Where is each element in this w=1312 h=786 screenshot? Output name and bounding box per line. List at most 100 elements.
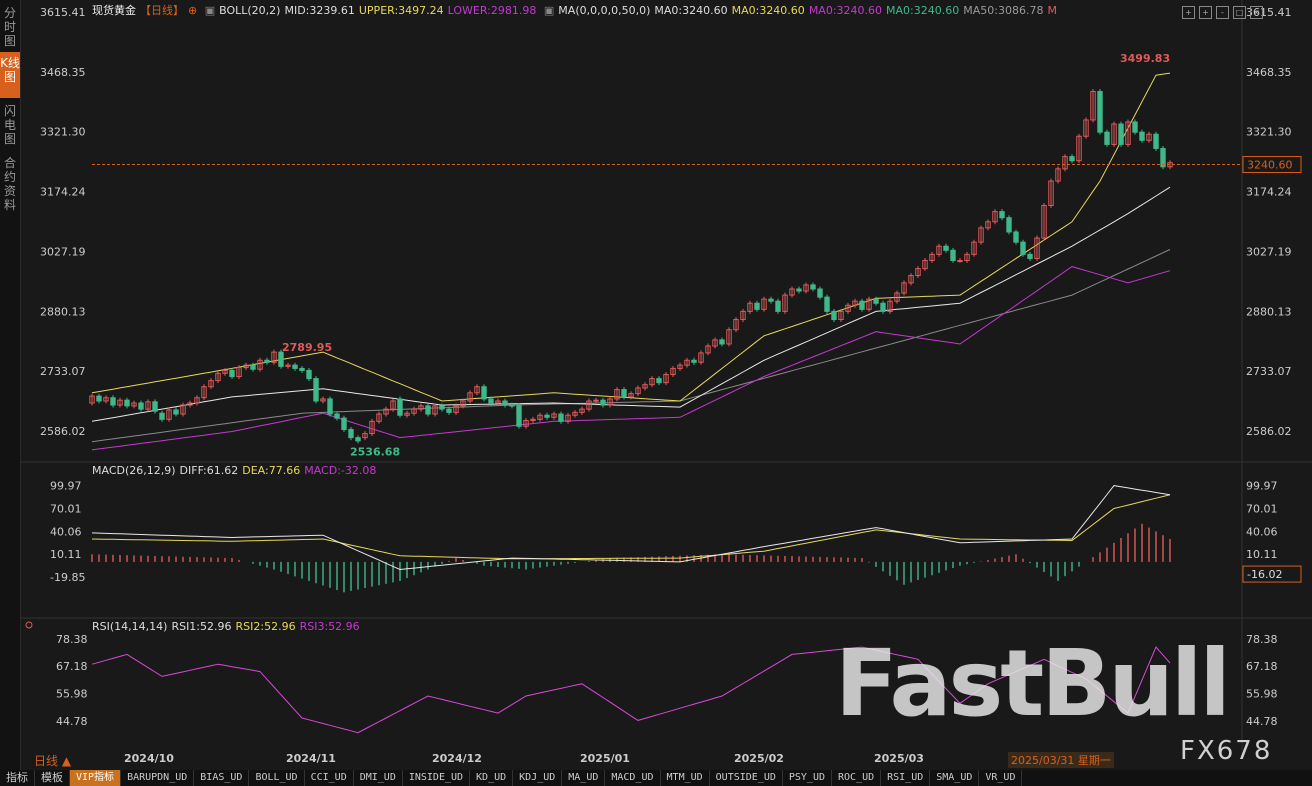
indicator-tab-roc-ud[interactable]: ROC_UD xyxy=(832,770,882,786)
candle-body xyxy=(180,404,186,415)
settings-icon[interactable]: ⊕ xyxy=(188,4,198,17)
indicator-tab-dmi-ud[interactable]: DMI_UD xyxy=(354,770,403,786)
y-tick-left-6: 2733.07 xyxy=(40,365,86,378)
close-icon[interactable]: × xyxy=(1250,6,1263,19)
candle-body xyxy=(726,329,732,345)
indicator-tab-outside-ud[interactable]: OUTSIDE_UD xyxy=(710,770,783,786)
candle-body xyxy=(775,300,781,312)
candle-body xyxy=(264,359,270,363)
m-marker: M xyxy=(1047,4,1057,17)
indicator-tab-vip-[interactable]: VIP指标 xyxy=(70,770,122,786)
sidebar-tab-1[interactable]: K线图 xyxy=(0,52,20,98)
zoom-out-icon[interactable]: - xyxy=(1216,6,1229,19)
candle-body xyxy=(957,259,963,262)
indicator-tab-ma-ud[interactable]: MA_UD xyxy=(562,770,606,786)
zoom-in-icon[interactable]: + xyxy=(1199,6,1212,19)
candle-body xyxy=(782,294,788,312)
candle-body xyxy=(1069,156,1075,162)
candle-body xyxy=(544,414,550,418)
ma-label: MA(0,0,0,0,50,0) xyxy=(558,4,651,17)
y-tick-right-4: 3027.19 xyxy=(1246,245,1292,258)
rsi1-value: RSI1:52.96 xyxy=(171,620,232,633)
indicator-gear-icon[interactable]: ▣ xyxy=(204,4,216,17)
period-selector[interactable]: 日线 ▲ xyxy=(34,754,72,768)
candle-body xyxy=(138,402,144,410)
y-tick-right-5: 2880.13 xyxy=(1246,305,1292,318)
candle-body xyxy=(873,298,879,304)
indicator-tab-kdj-ud[interactable]: KDJ_UD xyxy=(513,770,563,786)
rsi-tick-left-2: 55.98 xyxy=(56,688,88,701)
sidebar-tab-3[interactable]: 合约资料 xyxy=(3,156,16,212)
candle-body xyxy=(446,408,452,413)
x-tick-0: 2024/10 xyxy=(124,752,174,765)
macd-tick-left-3: 10.11 xyxy=(50,548,82,561)
candle-body xyxy=(1160,147,1166,168)
candle-body xyxy=(1041,204,1047,239)
candle-body xyxy=(915,268,921,277)
candle-body xyxy=(586,400,592,410)
candle-body xyxy=(845,304,851,312)
crosshair-icon[interactable]: + xyxy=(1182,6,1195,19)
macd-last-label: -16.02 xyxy=(1247,568,1282,581)
rsi-tick-left-0: 78.38 xyxy=(56,633,88,646)
candle-body xyxy=(642,384,648,389)
candle-body xyxy=(523,420,529,427)
rsi-settings-icon xyxy=(25,621,33,629)
x-tick-1: 2024/11 xyxy=(286,752,336,765)
candle-body xyxy=(922,259,928,270)
candle-body xyxy=(754,302,760,310)
boll-lower-line xyxy=(91,266,1171,451)
sidebar-tab-0[interactable]: 分时图 xyxy=(3,6,16,48)
candle-body xyxy=(173,409,179,415)
candle-body xyxy=(1020,241,1026,255)
candle-body xyxy=(250,364,256,370)
candle-body xyxy=(929,253,935,261)
indicator-tab-bias-ud[interactable]: BIAS_UD xyxy=(194,770,250,786)
expand-icon[interactable]: □ xyxy=(1233,6,1246,19)
x-tick-4: 2025/02 xyxy=(734,752,784,765)
candle-body xyxy=(1146,133,1152,141)
indicator-tab--[interactable]: 模板 xyxy=(35,770,70,786)
candle-body xyxy=(747,302,753,312)
macd-tick-right-1: 70.01 xyxy=(1246,502,1278,515)
candle-body xyxy=(698,352,704,363)
ma-settings-icon[interactable]: ▣ xyxy=(543,4,555,17)
indicator-tab-macd-ud[interactable]: MACD_UD xyxy=(605,770,661,786)
candle-body xyxy=(411,408,417,414)
candle-body xyxy=(124,399,130,407)
symbol-name[interactable]: 现货黄金 xyxy=(92,4,136,17)
high-annotation: 3499.83 xyxy=(1120,52,1170,65)
candle-body xyxy=(838,310,844,321)
indicator-tab-rsi-ud[interactable]: RSI_UD xyxy=(881,770,931,786)
y-tick-left-5: 2880.13 xyxy=(40,305,86,318)
indicator-tab-vr-ud[interactable]: VR_UD xyxy=(979,770,1023,786)
candle-body xyxy=(740,310,746,321)
candle-body xyxy=(292,364,298,369)
indicator-tab-mtm-ud[interactable]: MTM_UD xyxy=(661,770,710,786)
indicator-tab-boll-ud[interactable]: BOLL_UD xyxy=(249,770,305,786)
sidebar-tab-2[interactable]: 闪电图 xyxy=(3,104,16,146)
rsi-line xyxy=(91,646,1171,734)
indicator-tab-sma-ud[interactable]: SMA_UD xyxy=(930,770,980,786)
candle-body xyxy=(425,405,431,415)
indicator-tab-inside-ud[interactable]: INSIDE_UD xyxy=(403,770,471,786)
y-tick-left-1: 3468.35 xyxy=(40,66,86,79)
candle-body xyxy=(1055,168,1061,182)
y-tick-right-2: 3321.30 xyxy=(1246,126,1292,139)
indicator-tab-barupdn-ud[interactable]: BARUPDN_UD xyxy=(121,770,195,786)
indicator-tab-cci-ud[interactable]: CCI_UD xyxy=(305,770,354,786)
candle-body xyxy=(817,288,823,298)
candle-body xyxy=(369,420,375,435)
candle-body xyxy=(1111,123,1117,145)
candle-body xyxy=(89,395,95,404)
indicator-tab--[interactable]: 指标 xyxy=(0,770,35,786)
candle-body xyxy=(1090,90,1096,121)
candle-body xyxy=(327,398,333,415)
rsi-tick-right-0: 78.38 xyxy=(1246,633,1278,646)
candle-body xyxy=(985,221,991,229)
candle-body xyxy=(880,302,886,312)
indicator-tab-kd-ud[interactable]: KD_UD xyxy=(470,770,514,786)
indicator-tab-psy-ud[interactable]: PSY_UD xyxy=(783,770,832,786)
candle-body xyxy=(348,428,354,439)
rsi-label: RSI(14,14,14) xyxy=(92,620,168,633)
